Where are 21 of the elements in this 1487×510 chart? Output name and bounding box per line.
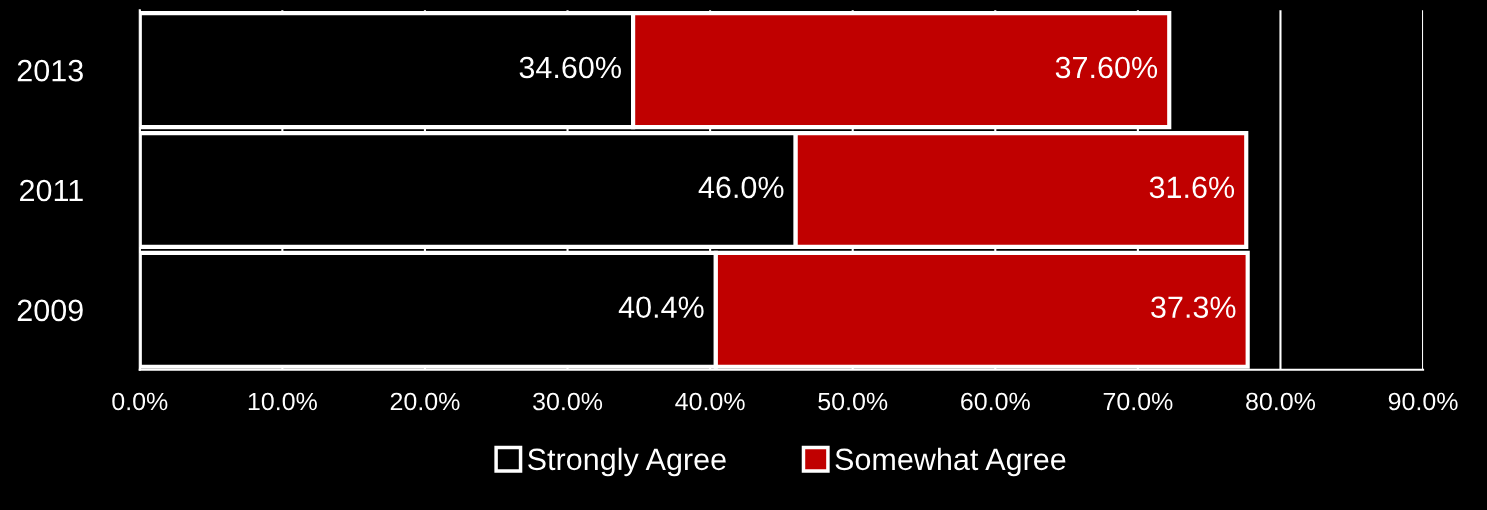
x-tick-label: 30.0% [533,392,603,411]
data-label: 37.3% [1151,296,1236,319]
x-tick-label: 40.0% [675,392,745,411]
x-tick-label: 50.0% [818,392,888,411]
y-tick-label: 2011 [20,179,83,202]
data-label: 46.0% [698,176,784,199]
x-tick-label: 10.0% [248,392,317,411]
data-label: 37.60% [1055,56,1158,79]
x-tick-label: 90.0% [1388,392,1458,411]
y-tick-label: 2013 [17,59,83,82]
x-tick-label: 80.0% [1246,392,1316,411]
legend-label: Somewhat Agree [835,447,1066,477]
y-tick-label: 2009 [17,299,83,322]
x-tick-label: 20.0% [390,392,460,411]
x-tick-label: 60.0% [961,392,1030,411]
data-label: 40.4% [618,296,704,319]
data-label: 31.6% [1149,176,1235,199]
x-tick-label: 70.0% [1103,392,1173,411]
legend-label: Strongly Agree [528,447,726,477]
data-label: 34.60% [519,56,621,79]
x-tick-label: 0.0% [112,392,168,411]
